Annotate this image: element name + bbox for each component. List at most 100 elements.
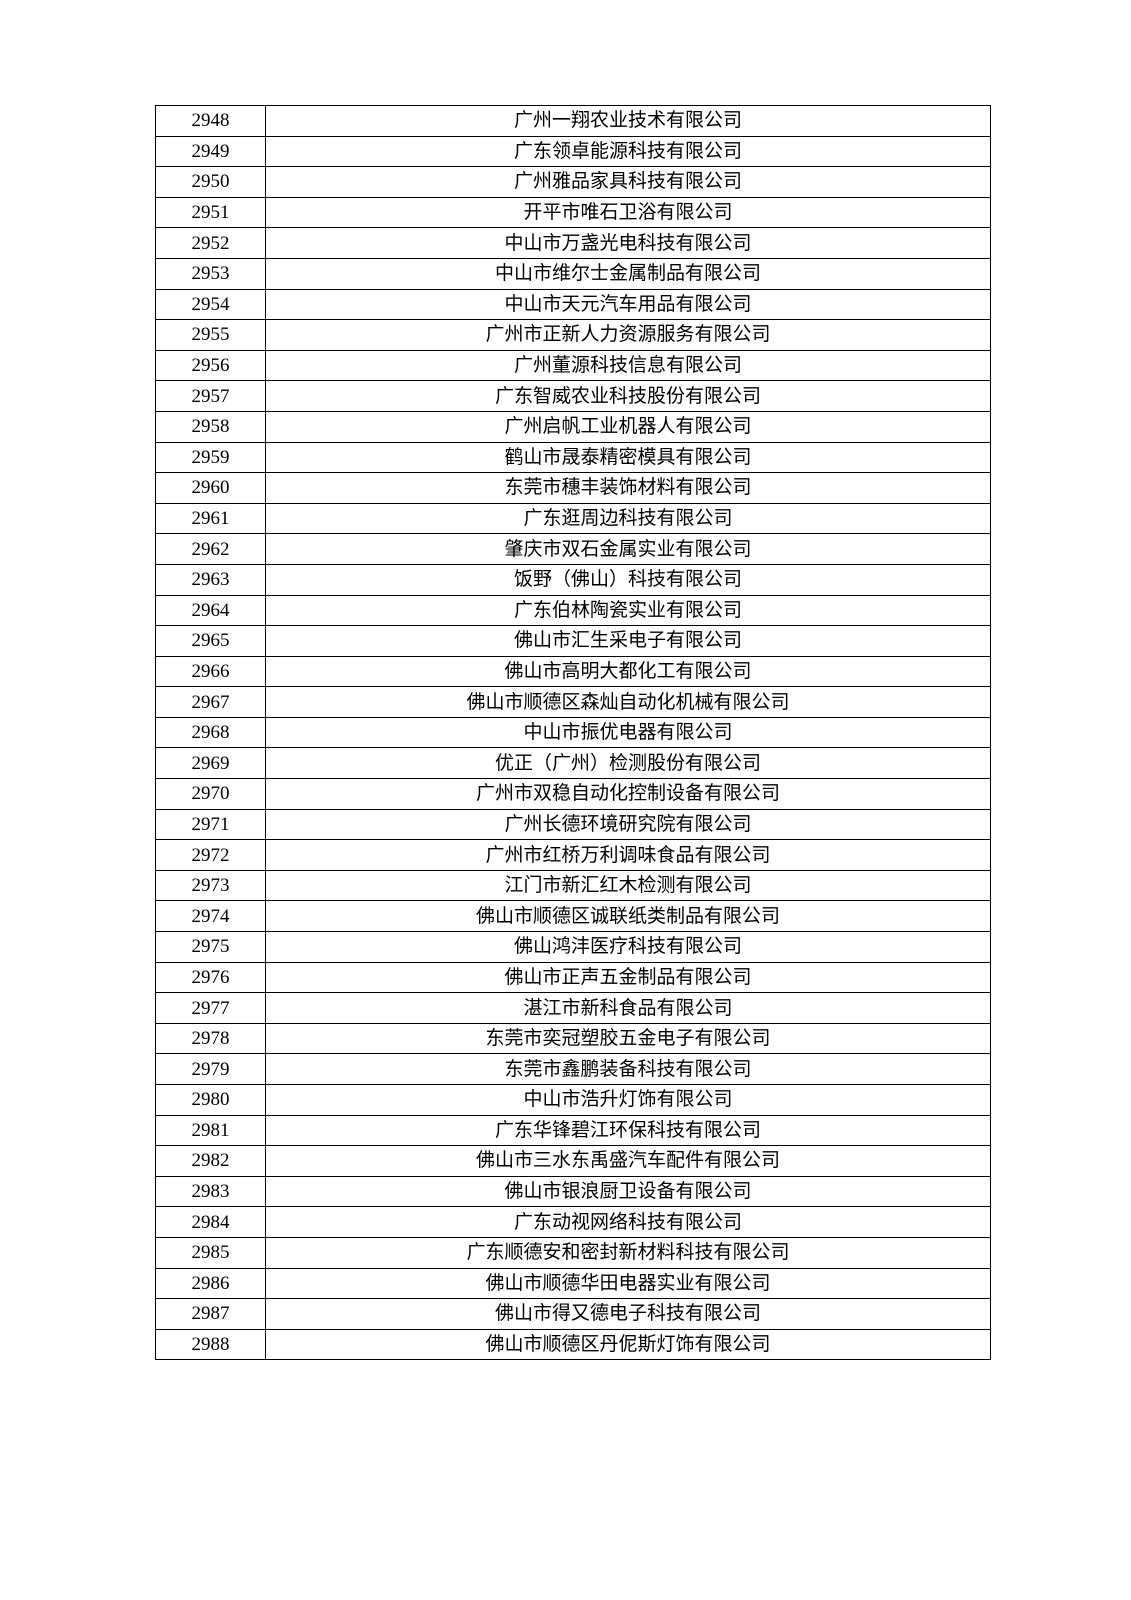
row-company: 广州长德环境研究院有限公司 [266, 809, 991, 840]
row-id: 2974 [156, 901, 266, 932]
table-row: 2971广州长德环境研究院有限公司 [156, 809, 991, 840]
table-row: 2970广州市双稳自动化控制设备有限公司 [156, 779, 991, 810]
row-id: 2984 [156, 1207, 266, 1238]
row-id: 2976 [156, 962, 266, 993]
table-row: 2977湛江市新科食品有限公司 [156, 993, 991, 1024]
table-row: 2954中山市天元汽车用品有限公司 [156, 289, 991, 320]
row-company: 广州董源科技信息有限公司 [266, 350, 991, 381]
row-company: 饭野（佛山）科技有限公司 [266, 564, 991, 595]
row-id: 2957 [156, 381, 266, 412]
row-company: 湛江市新科食品有限公司 [266, 993, 991, 1024]
table-row: 2981广东华锋碧江环保科技有限公司 [156, 1115, 991, 1146]
row-company: 佛山市正声五金制品有限公司 [266, 962, 991, 993]
row-id: 2983 [156, 1176, 266, 1207]
row-id: 2966 [156, 656, 266, 687]
row-id: 2959 [156, 442, 266, 473]
row-id: 2972 [156, 840, 266, 871]
row-id: 2951 [156, 197, 266, 228]
row-id: 2965 [156, 626, 266, 657]
row-id: 2986 [156, 1268, 266, 1299]
row-company: 广东领卓能源科技有限公司 [266, 136, 991, 167]
row-company: 优正（广州）检测股份有限公司 [266, 748, 991, 779]
row-id: 2948 [156, 106, 266, 137]
row-id: 2962 [156, 534, 266, 565]
row-company: 广州启帆工业机器人有限公司 [266, 411, 991, 442]
table-row: 2982佛山市三水东禹盛汽车配件有限公司 [156, 1146, 991, 1177]
table-row: 2973江门市新汇红木检测有限公司 [156, 870, 991, 901]
table-row: 2957广东智威农业科技股份有限公司 [156, 381, 991, 412]
table-row: 2969优正（广州）检测股份有限公司 [156, 748, 991, 779]
row-company: 江门市新汇红木检测有限公司 [266, 870, 991, 901]
row-company: 广州市双稳自动化控制设备有限公司 [266, 779, 991, 810]
row-id: 2980 [156, 1085, 266, 1116]
row-company: 佛山市顺德区丹伲斯灯饰有限公司 [266, 1329, 991, 1360]
table-row: 2967佛山市顺德区森灿自动化机械有限公司 [156, 687, 991, 718]
table-row: 2968中山市振优电器有限公司 [156, 717, 991, 748]
row-company: 广东顺德安和密封新材料科技有限公司 [266, 1237, 991, 1268]
company-table: 2948广州一翔农业技术有限公司2949广东领卓能源科技有限公司2950广州雅品… [155, 105, 991, 1360]
table-row: 2972广州市红桥万利调味食品有限公司 [156, 840, 991, 871]
row-id: 2952 [156, 228, 266, 259]
row-id: 2958 [156, 411, 266, 442]
row-company: 中山市维尔士金属制品有限公司 [266, 258, 991, 289]
table-row: 2980中山市浩升灯饰有限公司 [156, 1085, 991, 1116]
row-id: 2979 [156, 1054, 266, 1085]
row-company: 佛山市汇生采电子有限公司 [266, 626, 991, 657]
row-id: 2967 [156, 687, 266, 718]
row-id: 2953 [156, 258, 266, 289]
row-id: 2978 [156, 1023, 266, 1054]
row-company: 开平市唯石卫浴有限公司 [266, 197, 991, 228]
row-company: 广东华锋碧江环保科技有限公司 [266, 1115, 991, 1146]
row-company: 佛山市高明大都化工有限公司 [266, 656, 991, 687]
table-row: 2965佛山市汇生采电子有限公司 [156, 626, 991, 657]
table-row: 2985广东顺德安和密封新材料科技有限公司 [156, 1237, 991, 1268]
row-company: 广东逛周边科技有限公司 [266, 503, 991, 534]
row-company: 佛山市顺德华田电器实业有限公司 [266, 1268, 991, 1299]
table-row: 2986佛山市顺德华田电器实业有限公司 [156, 1268, 991, 1299]
table-row: 2950广州雅品家具科技有限公司 [156, 167, 991, 198]
table-row: 2959鹤山市晟泰精密模具有限公司 [156, 442, 991, 473]
row-company: 中山市振优电器有限公司 [266, 717, 991, 748]
table-row: 2960东莞市穗丰装饰材料有限公司 [156, 473, 991, 504]
row-id: 2970 [156, 779, 266, 810]
row-company: 佛山市三水东禹盛汽车配件有限公司 [266, 1146, 991, 1177]
row-company: 佛山市顺德区森灿自动化机械有限公司 [266, 687, 991, 718]
row-id: 2969 [156, 748, 266, 779]
row-id: 2955 [156, 320, 266, 351]
row-id: 2956 [156, 350, 266, 381]
table-row: 2964广东伯林陶瓷实业有限公司 [156, 595, 991, 626]
table-row: 2948广州一翔农业技术有限公司 [156, 106, 991, 137]
row-id: 2981 [156, 1115, 266, 1146]
row-id: 2971 [156, 809, 266, 840]
table-row: 2956广州董源科技信息有限公司 [156, 350, 991, 381]
table-row: 2953中山市维尔士金属制品有限公司 [156, 258, 991, 289]
row-id: 2973 [156, 870, 266, 901]
row-company: 鹤山市晟泰精密模具有限公司 [266, 442, 991, 473]
row-company: 佛山市顺德区诚联纸类制品有限公司 [266, 901, 991, 932]
row-id: 2968 [156, 717, 266, 748]
table-row: 2974佛山市顺德区诚联纸类制品有限公司 [156, 901, 991, 932]
row-id: 2963 [156, 564, 266, 595]
table-row: 2955广州市正新人力资源服务有限公司 [156, 320, 991, 351]
row-id: 2949 [156, 136, 266, 167]
row-id: 2954 [156, 289, 266, 320]
row-company: 广东伯林陶瓷实业有限公司 [266, 595, 991, 626]
table-row: 2983佛山市银浪厨卫设备有限公司 [156, 1176, 991, 1207]
row-company: 广州市正新人力资源服务有限公司 [266, 320, 991, 351]
row-id: 2961 [156, 503, 266, 534]
row-company: 东莞市穗丰装饰材料有限公司 [266, 473, 991, 504]
row-company: 广州市红桥万利调味食品有限公司 [266, 840, 991, 871]
row-company: 东莞市奕冠塑胶五金电子有限公司 [266, 1023, 991, 1054]
row-company: 东莞市鑫鹏装备科技有限公司 [266, 1054, 991, 1085]
row-company: 广东动视网络科技有限公司 [266, 1207, 991, 1238]
row-company: 佛山鸿沣医疗科技有限公司 [266, 932, 991, 963]
table-row: 2961广东逛周边科技有限公司 [156, 503, 991, 534]
row-id: 2960 [156, 473, 266, 504]
table-row: 2966佛山市高明大都化工有限公司 [156, 656, 991, 687]
row-company: 中山市浩升灯饰有限公司 [266, 1085, 991, 1116]
table-row: 2988佛山市顺德区丹伲斯灯饰有限公司 [156, 1329, 991, 1360]
table-row: 2949广东领卓能源科技有限公司 [156, 136, 991, 167]
row-id: 2988 [156, 1329, 266, 1360]
row-company: 广州一翔农业技术有限公司 [266, 106, 991, 137]
row-id: 2950 [156, 167, 266, 198]
